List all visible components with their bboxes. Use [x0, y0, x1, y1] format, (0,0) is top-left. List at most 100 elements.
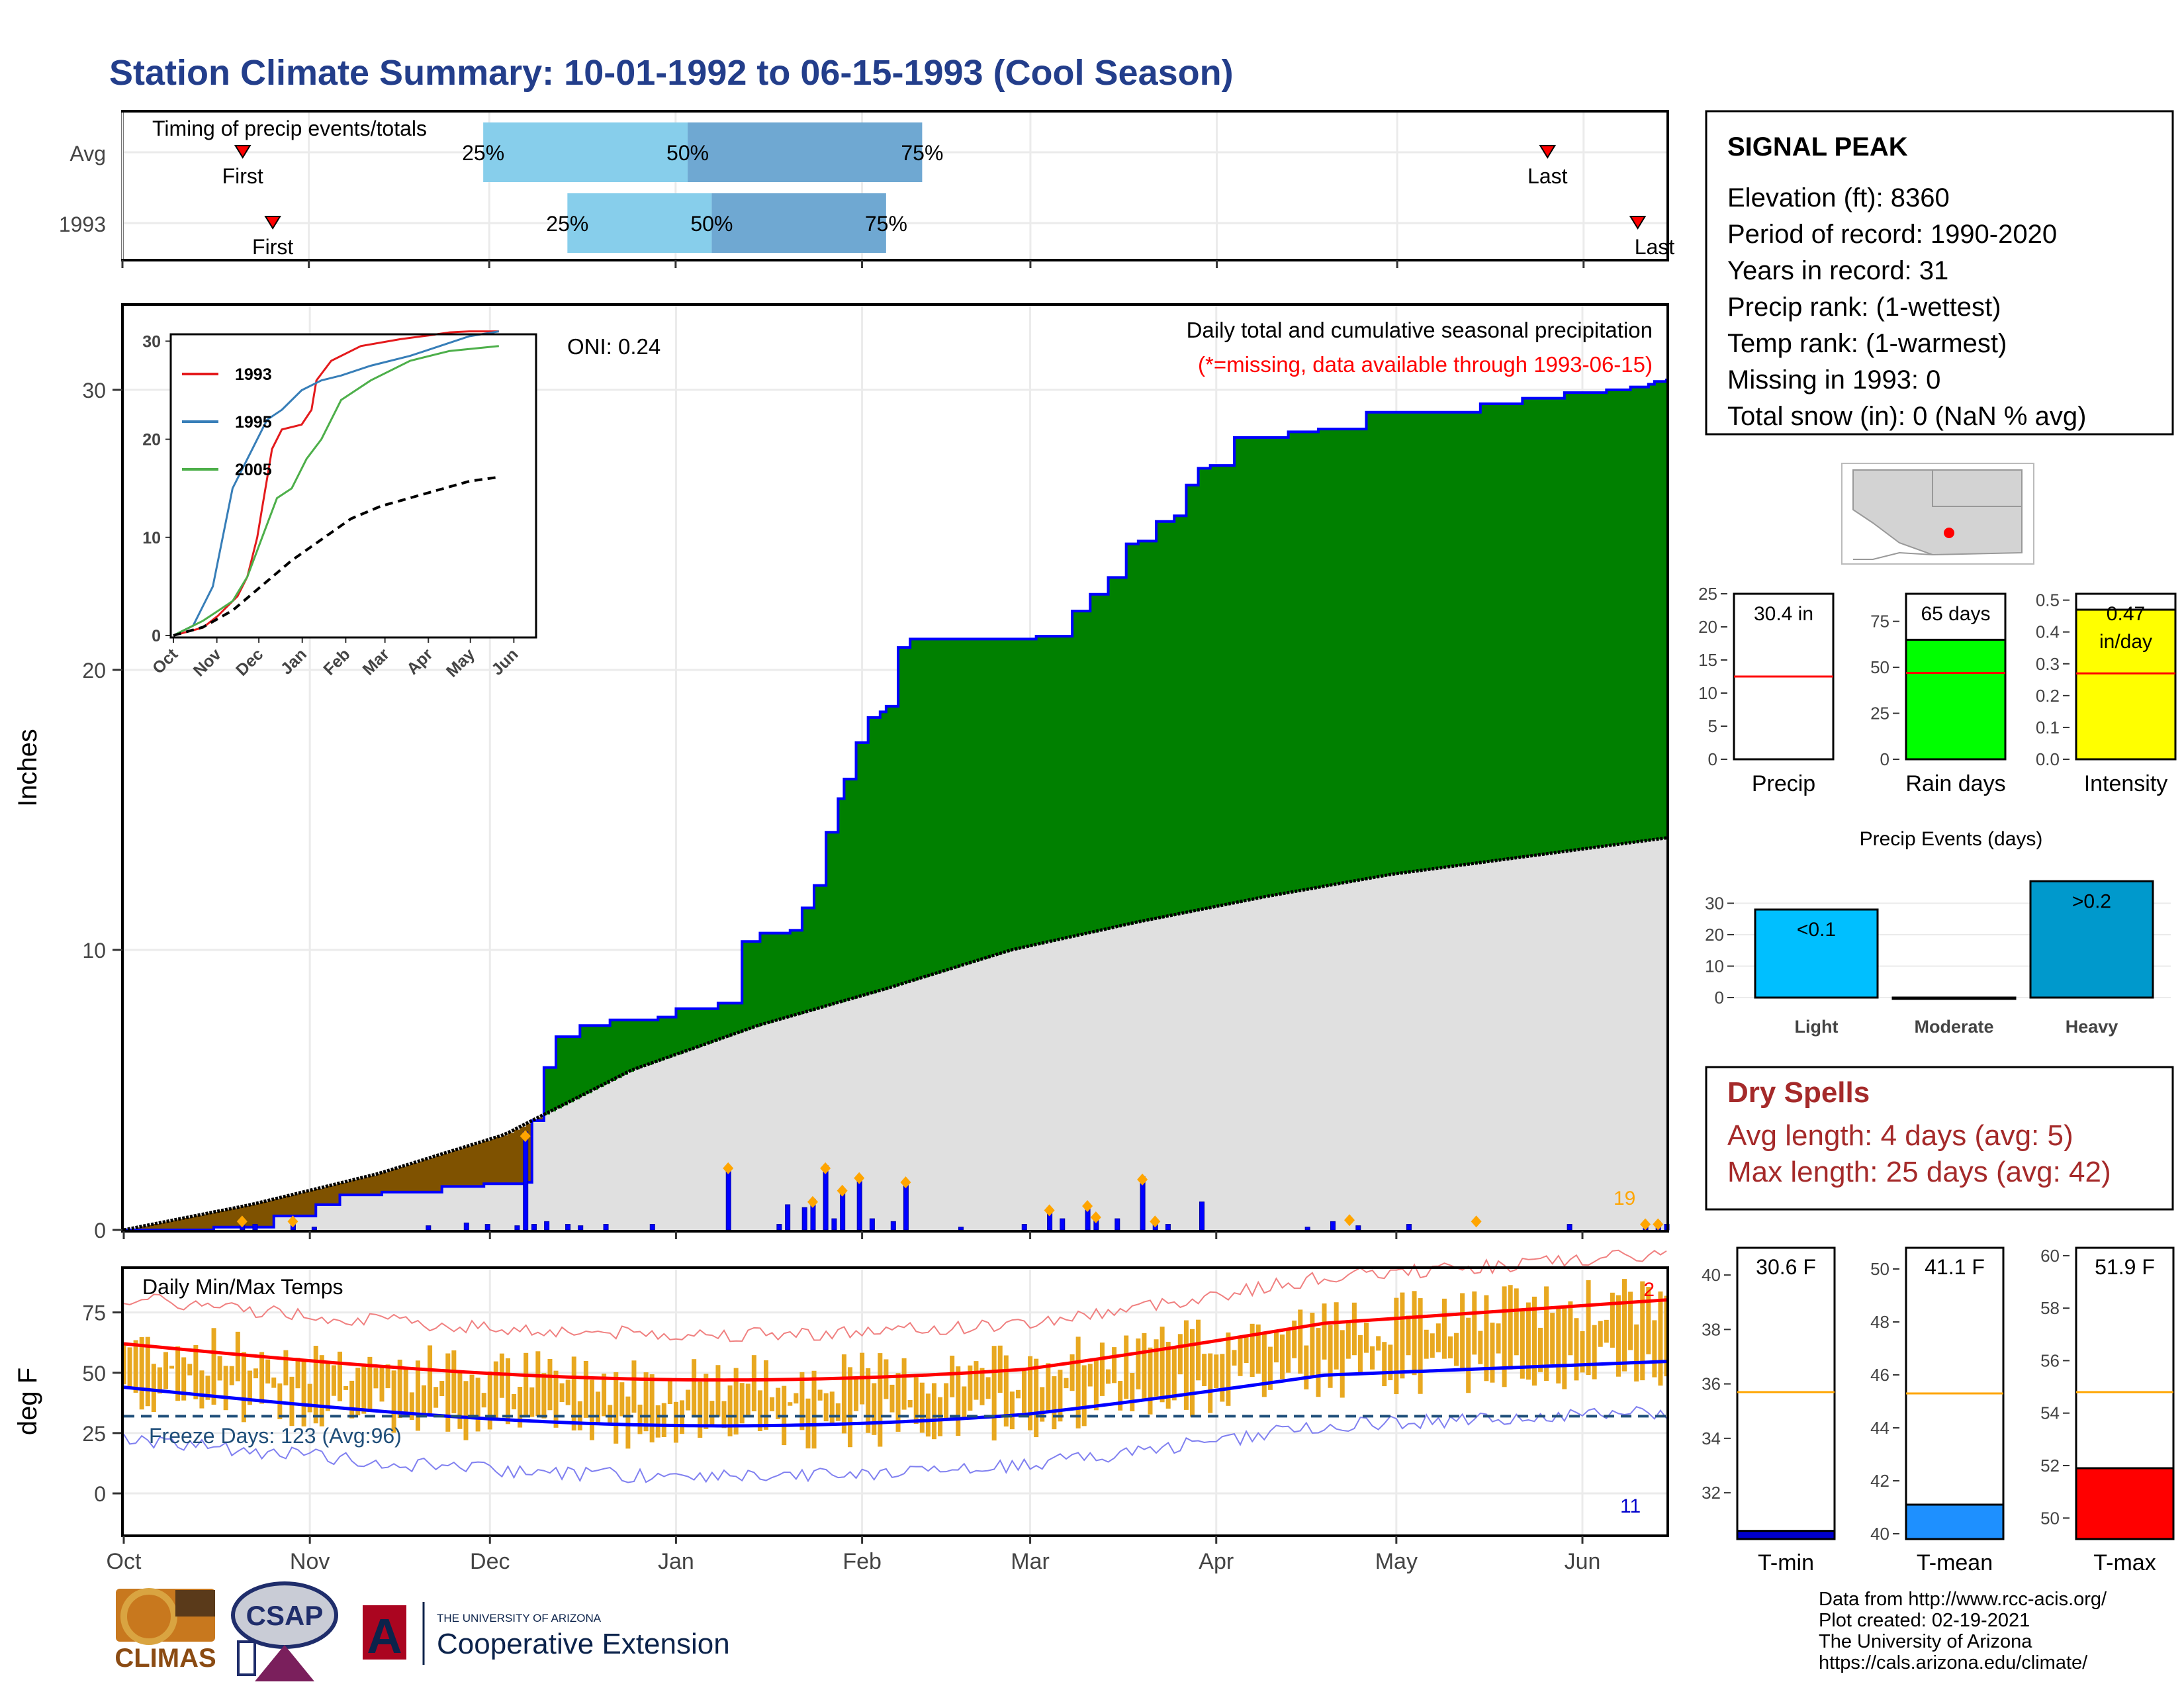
daily-temp-bar — [619, 1382, 625, 1417]
daily-temp-bar — [1165, 1342, 1171, 1409]
map-region — [1932, 469, 2023, 507]
inset-series-line — [173, 345, 499, 637]
credits: Data from http://www.rcc-acis.org/ Plot … — [1819, 1589, 2107, 1673]
cumulative-precip-line — [124, 378, 1668, 1231]
surplus-area — [124, 381, 1666, 1230]
daily-temp-bar — [637, 1404, 643, 1434]
daily-precip-bar — [823, 1165, 829, 1231]
month-label: Oct — [107, 1549, 142, 1574]
timing-percentile-label: 25% — [462, 141, 504, 165]
daily-temp-bar — [1345, 1323, 1351, 1359]
temp-summary-y-tick-label: 42 — [1870, 1471, 1889, 1491]
daily-temp-bar — [428, 1345, 433, 1415]
temp-summary-bar — [1905, 1503, 2005, 1540]
daily-temp-bar — [1646, 1287, 1651, 1354]
temp-summary-bar — [1736, 1530, 1836, 1540]
daily-temp-bar — [193, 1344, 199, 1399]
temp-y-axis-title: deg F — [13, 1368, 42, 1435]
daily-temp-bar — [1441, 1298, 1447, 1359]
daily-temp-bar — [884, 1359, 889, 1399]
precip-corner-count: 19 — [1614, 1188, 1635, 1209]
daily-temp-bar — [1447, 1336, 1453, 1359]
daily-temp-bar — [1544, 1286, 1549, 1381]
timing-row-label-avg: Avg — [69, 142, 106, 165]
first-event-marker — [234, 145, 251, 159]
daily-temp-bar — [895, 1373, 901, 1432]
temp-summary-y-tick-label: 50 — [1870, 1259, 1889, 1279]
daily-temp-bar — [301, 1360, 306, 1427]
month-label: Dec — [470, 1549, 510, 1574]
daily-temp-bar — [776, 1387, 781, 1419]
daily-temp-bar — [127, 1347, 132, 1388]
daily-temp-bar — [493, 1361, 498, 1420]
daily-temp-bar — [1093, 1358, 1099, 1411]
month-label: Jan — [658, 1549, 694, 1574]
timing-box-upper — [688, 122, 923, 182]
daily-temp-bar — [331, 1365, 336, 1396]
month-label: Feb — [842, 1549, 882, 1574]
daily-temp-bar — [157, 1367, 162, 1394]
daily-temp-bar — [991, 1346, 997, 1441]
daily-temp-bar — [481, 1393, 486, 1408]
csap-logo-text: CSAP — [246, 1600, 324, 1631]
daily-temp-bar — [1304, 1345, 1309, 1389]
daily-temp-bar — [1370, 1346, 1375, 1370]
daily-temp-bar — [1586, 1280, 1591, 1375]
daily-temp-bar — [1064, 1378, 1069, 1389]
daily-temp-bar — [1022, 1370, 1027, 1413]
temp-summary-bar — [2075, 1467, 2175, 1540]
temp-summary-y-tick-label: 40 — [1870, 1524, 1889, 1544]
daily-temp-bar — [403, 1368, 408, 1416]
station-line: Period of record: 1990-2020 — [1727, 220, 2057, 249]
daily-temp-bar — [1435, 1323, 1441, 1352]
daily-temp-bar — [199, 1370, 205, 1409]
daily-precip-bar — [785, 1204, 791, 1231]
temp-summary-frame — [2075, 1246, 2175, 1540]
locator-map — [1841, 463, 2034, 565]
daily-temp-bar — [956, 1366, 961, 1436]
daily-temp-bar — [866, 1368, 871, 1433]
temp-y-tick-label: 0 — [94, 1482, 106, 1506]
daily-temp-bar — [704, 1374, 709, 1429]
daily-temp-bar — [349, 1380, 355, 1419]
daily-temp-bar — [979, 1368, 985, 1405]
summary-bar — [1905, 638, 2007, 761]
daily-temp-bar — [271, 1378, 277, 1388]
summary-bar-label: 0.47 — [2107, 603, 2145, 625]
daily-temp-bar — [1322, 1303, 1327, 1360]
first-event-label: First — [222, 164, 263, 188]
daily-temp-bar — [745, 1383, 751, 1417]
daily-temp-bar — [1081, 1365, 1087, 1427]
precip-percentile-marker — [1137, 1173, 1148, 1186]
daily-precip-bar — [531, 1224, 537, 1231]
daily-temp-bar — [1112, 1347, 1117, 1383]
temp-summary-y-tick-label: 46 — [1870, 1365, 1889, 1385]
daily-temp-bar — [367, 1356, 373, 1411]
oni-label: ONI: 0.24 — [567, 334, 660, 359]
daily-temp-bar — [457, 1372, 463, 1429]
daily-temp-bar — [698, 1382, 703, 1438]
daily-temp-bar — [1171, 1348, 1177, 1401]
precip-panel: 0 10 20 30 Inches Daily total and cumulativ… — [13, 303, 1670, 1243]
temp-panel: 0 25 50 75 deg F Daily Min/Max Temps Freeze… — [13, 1249, 1669, 1537]
daily-temp-bar — [770, 1397, 775, 1411]
dry-spells-title: Dry Spells — [1727, 1076, 1870, 1109]
daily-temp-bar — [1400, 1292, 1405, 1379]
daily-temp-bar — [259, 1352, 265, 1404]
event-category-label: Moderate — [1914, 1017, 1993, 1037]
daily-temp-bar — [854, 1378, 859, 1411]
daily-temp-bar — [1382, 1342, 1387, 1387]
daily-temp-bar — [1292, 1320, 1297, 1358]
daily-temp-bar — [1454, 1333, 1459, 1366]
daily-temp-bar — [1058, 1370, 1063, 1422]
precip-percentile-marker — [900, 1176, 911, 1189]
daily-temp-bar — [151, 1364, 156, 1413]
timing-percentile-label: 75% — [901, 141, 943, 165]
daily-temp-bar — [962, 1386, 967, 1420]
daily-temp-bar — [1099, 1342, 1105, 1396]
daily-temp-bar — [1046, 1363, 1051, 1411]
summary-bar-label: 30.4 in — [1754, 603, 1813, 625]
daily-temp-bar — [1177, 1334, 1183, 1375]
precip-percentile-marker — [287, 1215, 298, 1228]
daily-temp-bar — [811, 1370, 817, 1449]
